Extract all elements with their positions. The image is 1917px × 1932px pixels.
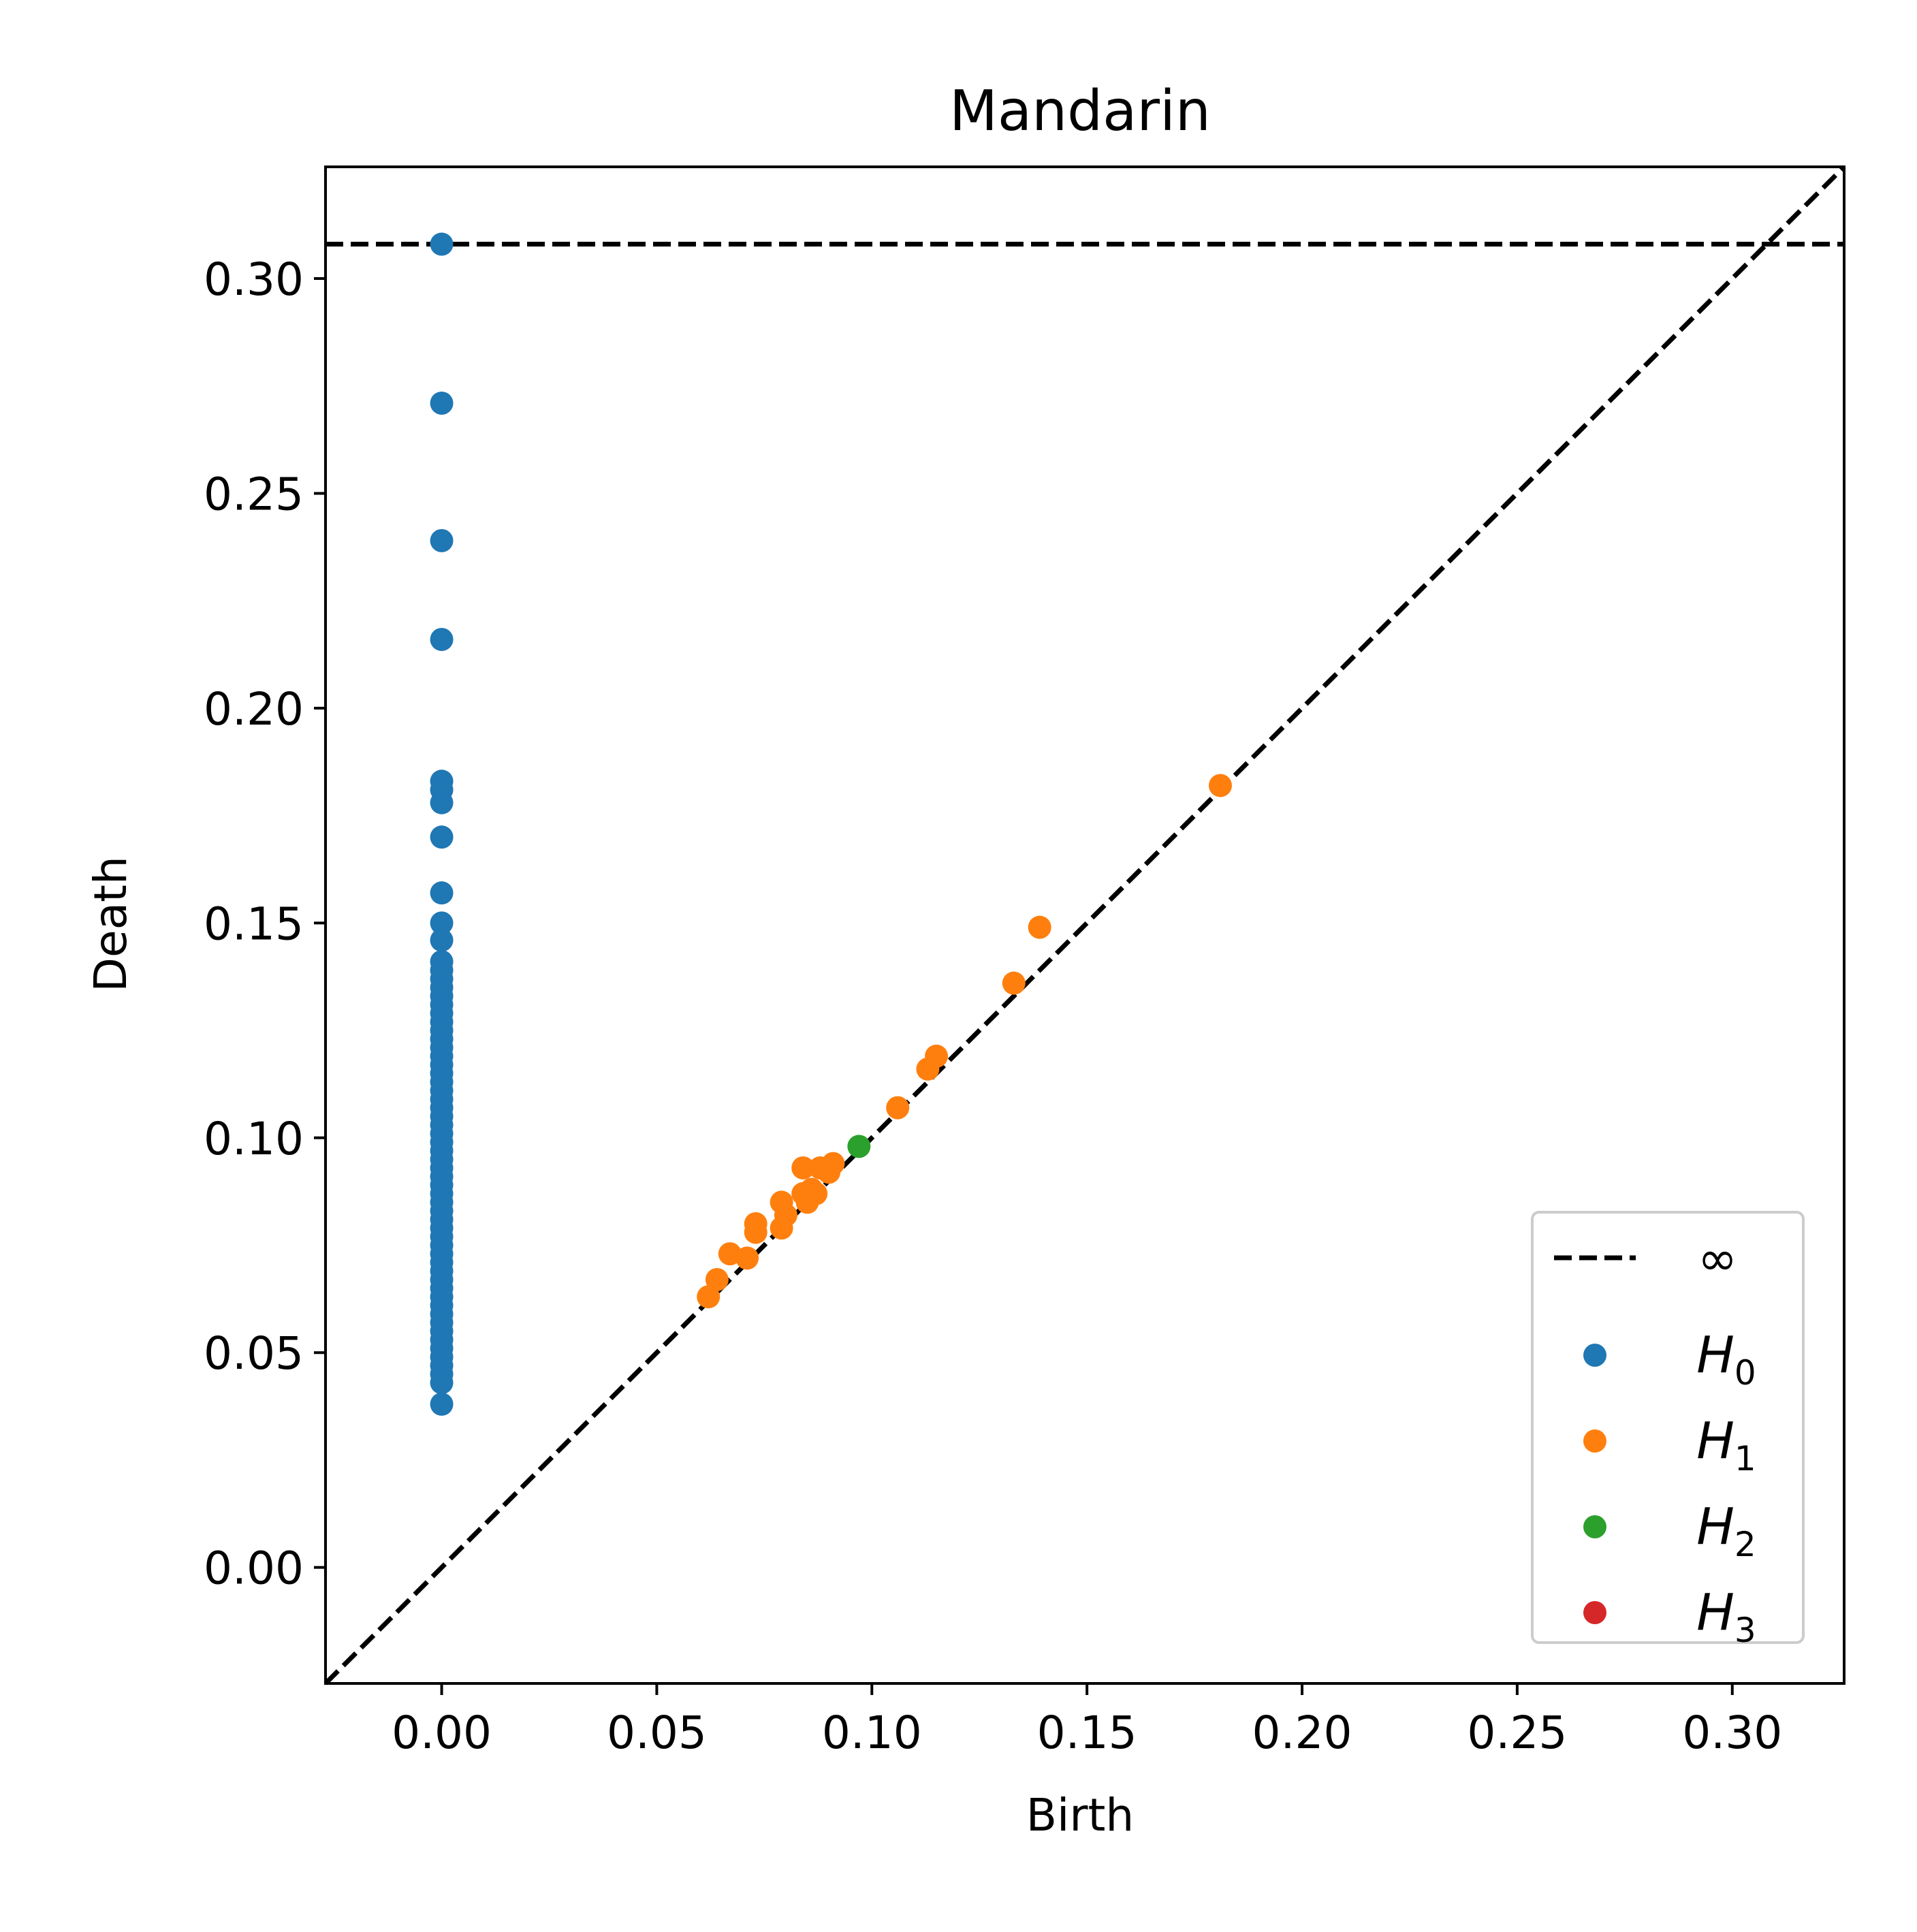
legend-entry-h2: H2 [1583,1498,1756,1564]
point-h1 [1002,971,1026,995]
legend-marker-h0 [1583,1344,1606,1367]
reference-lines [323,165,1846,1685]
legend-marker-h2 [1583,1515,1606,1538]
series-h2 [847,1135,871,1158]
point-h0 [430,528,454,552]
point-h0 [430,911,454,935]
legend: ∞ H0 H1 H2 H3 [1531,1211,1805,1650]
point-h0 [430,1392,454,1416]
legend-entry-infinity: ∞ [1554,1231,1737,1286]
diagonal-reference-line [323,165,1846,1685]
y-tick-label: 0.05 [204,1327,304,1380]
legend-label-h3: H3 [1696,1583,1756,1650]
point-h1 [791,1156,815,1179]
legend-entry-h3: H3 [1583,1583,1756,1650]
point-h1 [1208,774,1232,797]
x-tick-label: 0.20 [1252,1707,1352,1759]
point-h1 [916,1057,940,1081]
point-h0 [430,232,454,256]
point-h1 [795,1190,819,1214]
point-h2 [847,1135,871,1158]
x-tick-label: 0.00 [392,1707,492,1759]
point-h1 [735,1246,759,1270]
point-h1 [886,1096,910,1120]
legend-marker-h1 [1583,1429,1606,1453]
y-tick-label: 0.15 [204,898,304,950]
point-h0 [430,1371,454,1395]
legend-label-h1: H1 [1696,1412,1756,1478]
point-h1 [817,1160,841,1184]
legend-entry-h1: H1 [1583,1412,1756,1478]
y-tick-label: 0.20 [204,683,304,735]
x-tick-label: 0.05 [607,1707,707,1759]
x-axis-label: Birth [1026,1789,1134,1841]
y-tick-label: 0.30 [204,253,304,306]
x-tick-label: 0.30 [1682,1707,1782,1759]
point-h1 [1028,915,1051,939]
legend-label-h2: H2 [1696,1498,1756,1564]
legend-label-h0: H0 [1696,1326,1756,1393]
chart-title: Mandarin [949,79,1211,144]
point-h1 [744,1220,767,1244]
point-h1 [705,1267,729,1291]
x-axis: 0.00 0.05 0.10 0.15 0.20 0.25 0.30 [392,1683,1782,1759]
legend-series-entries: H0 H1 H2 H3 [1583,1326,1756,1650]
y-axis: 0.00 0.05 0.10 0.15 0.20 0.25 0.30 [204,253,326,1595]
x-tick-label: 0.15 [1037,1707,1137,1759]
point-h0 [430,825,454,849]
series-h1 [697,774,1232,1309]
point-h1 [770,1216,793,1240]
y-tick-label: 0.25 [204,468,304,520]
data-points [430,232,1232,1416]
series-h0 [430,232,454,1416]
point-h0 [430,881,454,905]
point-h0 [430,928,454,952]
y-tick-label: 0.10 [204,1113,304,1165]
point-h1 [697,1285,720,1309]
x-tick-label: 0.25 [1467,1707,1567,1759]
point-h0 [430,391,454,415]
legend-marker-h3 [1583,1601,1606,1624]
x-tick-label: 0.10 [822,1707,922,1759]
point-h0 [430,627,454,651]
y-axis-label: Death [84,856,137,992]
plot-frame [324,165,1845,1685]
y-tick-label: 0.00 [204,1542,304,1595]
legend-frame [1531,1211,1805,1644]
legend-entry-h0: H0 [1583,1326,1756,1393]
point-h0 [430,791,454,814]
legend-infinity-label: ∞ [1698,1231,1737,1286]
